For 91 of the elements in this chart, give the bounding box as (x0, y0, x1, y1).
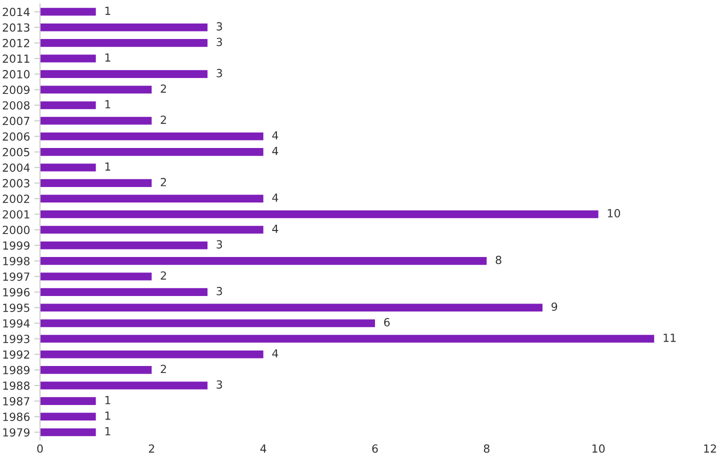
bar (40, 179, 152, 187)
bar (40, 148, 264, 156)
data-label: 1 (105, 427, 110, 436)
y-tick-label: 2001 (2, 210, 30, 219)
y-tick-label: 1999 (3, 241, 30, 250)
bar (40, 428, 96, 436)
y-tick-label: 2009 (2, 86, 30, 94)
y-tick-label: 1989 (3, 366, 30, 374)
bar (40, 8, 96, 16)
bar (40, 350, 264, 358)
data-label: 4 (272, 194, 278, 202)
x-tick-label: 2 (148, 444, 154, 453)
data-label: 1 (105, 162, 110, 171)
y-tick-label: 2000 (2, 226, 30, 234)
bar (40, 164, 96, 172)
data-label: 2 (160, 178, 166, 186)
y-tick-label: 2007 (2, 116, 30, 126)
bar (40, 257, 487, 265)
y-tick-label: 1996 (3, 288, 30, 296)
y-tick-label: 2003 (2, 179, 30, 188)
bar (40, 412, 96, 421)
x-tick-label: 0 (37, 444, 43, 453)
data-label: 1 (105, 53, 110, 62)
x-tick-label: 12 (704, 444, 716, 453)
y-tick-label: 1994 (3, 319, 30, 328)
y-tick-label: 2002 (2, 194, 30, 204)
bar (40, 272, 152, 280)
bar (40, 241, 208, 250)
data-label: 10 (608, 209, 620, 218)
data-label: 2 (160, 364, 166, 373)
x-tick-label: 8 (484, 444, 490, 453)
bar (40, 397, 96, 405)
bar (40, 334, 654, 343)
data-label: 3 (216, 380, 222, 389)
y-tick-label: 1998 (3, 256, 30, 266)
data-label: 3 (216, 286, 222, 296)
bar (40, 101, 96, 110)
data-label: 6 (384, 318, 390, 326)
data-label: 2 (160, 116, 166, 124)
bar (40, 194, 264, 203)
bar (40, 116, 152, 125)
y-tick-label: 1995 (3, 304, 30, 312)
bar (40, 23, 208, 32)
bar (40, 39, 208, 47)
data-label: 3 (216, 38, 222, 46)
y-tick-label: 1979 (3, 428, 30, 437)
data-label: 9 (552, 302, 558, 311)
data-label: 4 (272, 146, 278, 155)
y-tick-label: 2005 (2, 148, 30, 156)
bar (40, 86, 152, 94)
y-tick-label: 2011 (2, 54, 30, 63)
y-tick-label: 2014 (2, 8, 30, 16)
x-tick-label: 6 (372, 444, 378, 453)
bar (40, 382, 208, 390)
bar (40, 132, 264, 140)
bar (40, 210, 598, 218)
y-tick-label: 1987 (3, 397, 30, 406)
data-label: 3 (216, 22, 222, 31)
y-tick-label: 2010 (2, 70, 30, 78)
data-label: 1 (105, 100, 110, 108)
y-tick-label: 1993 (3, 334, 30, 344)
data-label: 2 (160, 84, 166, 93)
data-label: 4 (272, 131, 278, 140)
bar (40, 70, 208, 78)
data-label: 8 (496, 256, 502, 264)
bar (40, 54, 96, 62)
y-tick-label: 1992 (3, 350, 30, 359)
bar (40, 366, 152, 374)
data-label: 1 (105, 396, 110, 404)
y-tick-label: 1986 (3, 412, 30, 422)
data-label: 11 (664, 334, 676, 342)
y-tick-label: 2008 (2, 101, 30, 110)
data-label: 3 (216, 240, 222, 249)
data-label: 2 (160, 271, 166, 280)
data-label: 4 (272, 224, 278, 233)
data-label: 1 (105, 412, 110, 420)
x-tick-label: 4 (260, 444, 266, 453)
y-tick-label: 1997 (3, 272, 30, 281)
data-label: 4 (272, 349, 278, 358)
data-label: 3 (216, 68, 222, 78)
y-tick-label: 2012 (2, 38, 30, 48)
y-tick-label: 1988 (3, 381, 30, 390)
data-label: 1 (105, 6, 110, 15)
bar (40, 226, 264, 234)
bar (40, 319, 375, 328)
bar (40, 304, 542, 312)
x-tick-label: 10 (592, 444, 605, 453)
y-tick-label: 2004 (2, 163, 30, 172)
bar (40, 288, 208, 296)
y-tick-label: 2013 (2, 23, 30, 32)
y-tick-label: 2006 (2, 132, 30, 141)
